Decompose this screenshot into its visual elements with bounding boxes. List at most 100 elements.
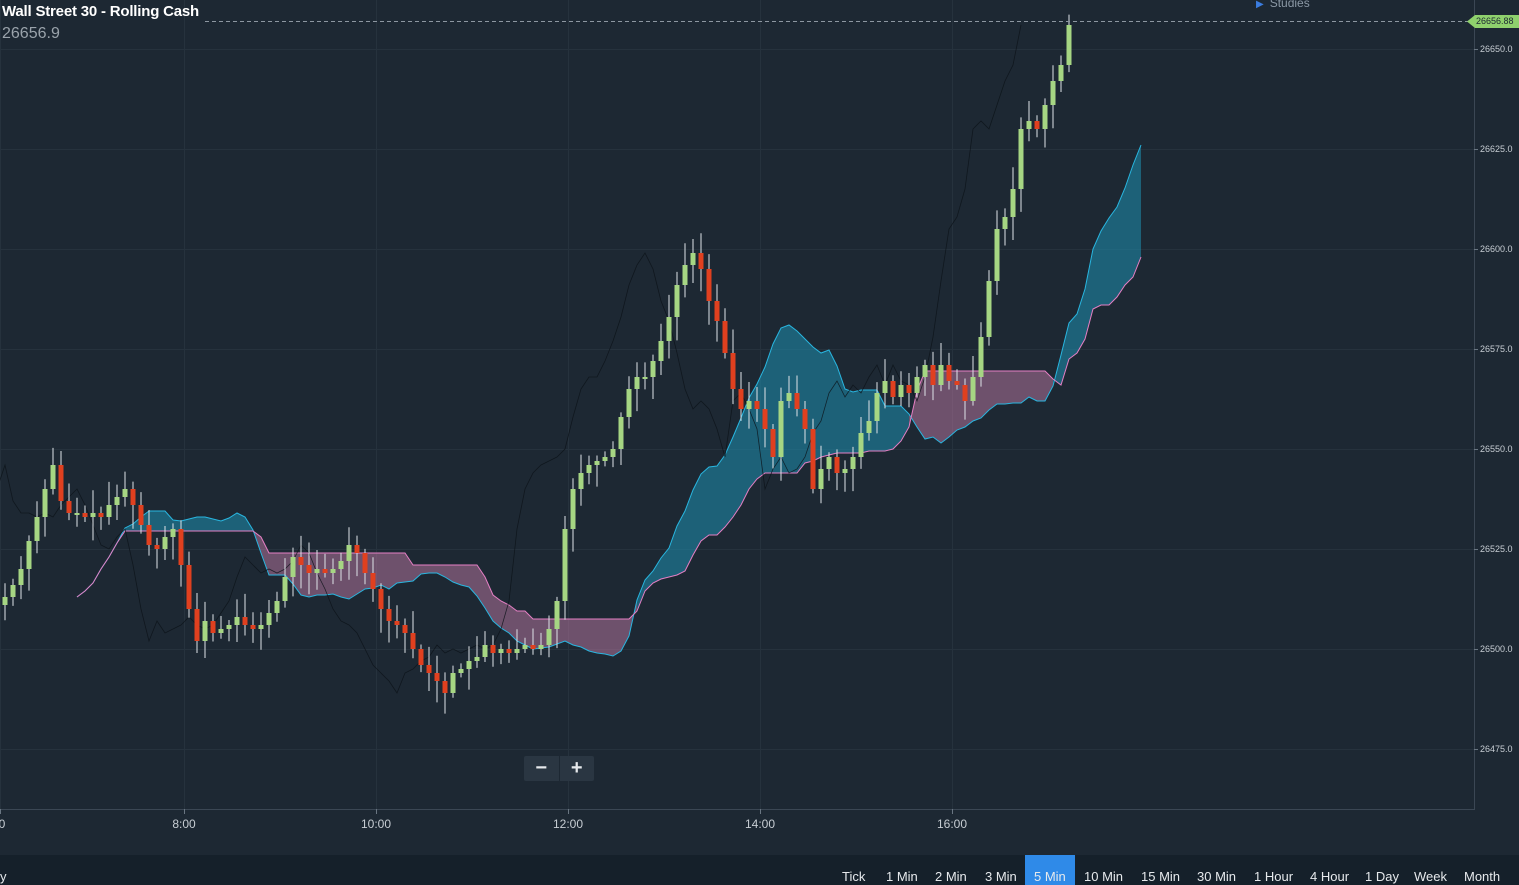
- senkou-span-a-line: [76, 144, 1142, 657]
- candle-body: [794, 393, 800, 409]
- candle-body: [986, 281, 992, 337]
- y-axis-label: 26475.0: [1480, 744, 1513, 754]
- timeframe-10-min[interactable]: 10 Min: [1084, 869, 1124, 884]
- candle-body: [346, 545, 352, 561]
- candle-body: [250, 625, 256, 629]
- active-timeframe-highlight: [1025, 855, 1075, 885]
- cloud-segment: [1109, 207, 1117, 305]
- cloud-segment: [885, 406, 893, 451]
- cloud-segment: [893, 406, 901, 449]
- cloud-segment: [573, 619, 581, 647]
- candle-body: [474, 657, 480, 661]
- timeframe-month[interactable]: Month: [1464, 869, 1501, 884]
- candle-body: [186, 565, 192, 609]
- candle-body: [266, 613, 272, 625]
- candle-body: [378, 589, 384, 609]
- candle-body: [970, 377, 976, 401]
- candle-body: [146, 525, 152, 545]
- timeframe-30-min[interactable]: 30 Min: [1197, 869, 1237, 884]
- zoom-in-button[interactable]: +: [570, 757, 583, 779]
- zoom-out-button[interactable]: −: [535, 757, 548, 779]
- cloud-segment: [157, 511, 165, 531]
- cloud-segment: [989, 371, 997, 410]
- timeframe-3-min[interactable]: 3 Min: [985, 869, 1017, 884]
- last-price-readout: 26656.9: [2, 25, 60, 42]
- cloud-segment: [733, 418, 741, 517]
- cloud-segment: [197, 517, 205, 531]
- candle-body: [434, 673, 440, 681]
- candle-body: [738, 389, 744, 409]
- y-axis-label: 26525.0: [1480, 544, 1513, 554]
- candle-body: [650, 361, 656, 377]
- timeframe-week[interactable]: Week: [1414, 869, 1447, 884]
- timeframe-4-hour[interactable]: 4 Hour: [1310, 869, 1350, 884]
- candle-body: [482, 645, 488, 657]
- cloud-segment: [1013, 371, 1021, 403]
- candle-body: [82, 513, 88, 517]
- cloud-segment: [981, 371, 989, 418]
- timeframe-1-day[interactable]: 1 Day: [1365, 869, 1399, 884]
- candle-body: [746, 401, 752, 409]
- y-axis-label: 26500.0: [1480, 644, 1513, 654]
- price-chart[interactable]: [0, 0, 1519, 855]
- candle-body: [994, 229, 1000, 281]
- candle-body: [386, 609, 392, 621]
- timeframe-bar: [0, 855, 1519, 885]
- studies-toggle[interactable]: ▶ Studies: [1256, 0, 1310, 10]
- timeframe-tick[interactable]: Tick: [842, 869, 866, 884]
- timeframe-1-min[interactable]: 1 Min: [886, 869, 918, 884]
- cloud-segment: [509, 605, 517, 641]
- cloud-segment: [469, 565, 477, 596]
- cloud-segment: [221, 518, 229, 531]
- cloud-segment: [589, 619, 597, 653]
- cloud-segment: [237, 513, 245, 531]
- cloud-segment: [309, 553, 317, 597]
- candle-body: [1058, 65, 1064, 81]
- candle-body: [978, 337, 984, 377]
- cloud-segment: [429, 565, 437, 573]
- cloud-segment: [901, 406, 909, 441]
- cloud-segment: [725, 437, 733, 527]
- candle-body: [130, 489, 136, 505]
- candle-body: [1050, 81, 1056, 105]
- cloud-segment: [349, 553, 357, 599]
- candle-body: [842, 469, 848, 473]
- candle-body: [818, 469, 824, 489]
- cloud-segment: [613, 619, 621, 656]
- candle-body: [554, 601, 560, 629]
- candle-body: [626, 389, 632, 417]
- cloud-segment: [1093, 231, 1101, 309]
- candle-body: [178, 529, 184, 565]
- y-axis-label: 26600.0: [1480, 244, 1513, 254]
- cloud-segment: [333, 553, 341, 597]
- studies-label: Studies: [1269, 0, 1310, 10]
- timeframe-15-min[interactable]: 15 Min: [1141, 869, 1181, 884]
- candle-body: [106, 505, 112, 517]
- cloud-segment: [325, 553, 333, 595]
- period-selector-label[interactable]: y: [0, 869, 7, 884]
- cloud-segment: [693, 474, 701, 555]
- candle-body: [370, 573, 376, 589]
- candle-body: [490, 645, 496, 653]
- candle-body: [634, 377, 640, 389]
- timeframe-5-min[interactable]: 5 Min: [1034, 869, 1066, 884]
- cloud-segment: [165, 511, 173, 531]
- cloud-segment: [261, 537, 269, 575]
- cloud-segment: [653, 558, 661, 583]
- candle-body: [1042, 105, 1048, 129]
- cloud-segment: [1061, 323, 1069, 385]
- candle-body: [26, 541, 32, 569]
- instrument-title: Wall Street 30 - Rolling Cash: [2, 3, 200, 20]
- cloud-segment: [1117, 188, 1125, 297]
- candle-body: [10, 585, 16, 597]
- senkou-span-b-line: [76, 256, 1142, 620]
- candle-body: [698, 253, 704, 269]
- candle-body: [730, 353, 736, 389]
- candle-body: [690, 253, 696, 265]
- cloud-segment: [565, 619, 573, 645]
- candle-body: [618, 417, 624, 449]
- timeframe-1-hour[interactable]: 1 Hour: [1254, 869, 1294, 884]
- candle-body: [362, 553, 368, 573]
- candle-body: [314, 569, 320, 573]
- timeframe-2-min[interactable]: 2 Min: [935, 869, 967, 884]
